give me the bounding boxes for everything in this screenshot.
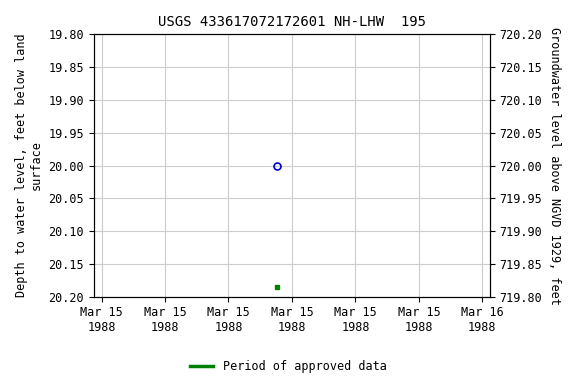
Y-axis label: Depth to water level, feet below land
surface: Depth to water level, feet below land su…: [15, 34, 43, 297]
Legend: Period of approved data: Period of approved data: [185, 356, 391, 378]
Title: USGS 433617072172601 NH-LHW  195: USGS 433617072172601 NH-LHW 195: [158, 15, 426, 29]
Y-axis label: Groundwater level above NGVD 1929, feet: Groundwater level above NGVD 1929, feet: [548, 26, 561, 305]
